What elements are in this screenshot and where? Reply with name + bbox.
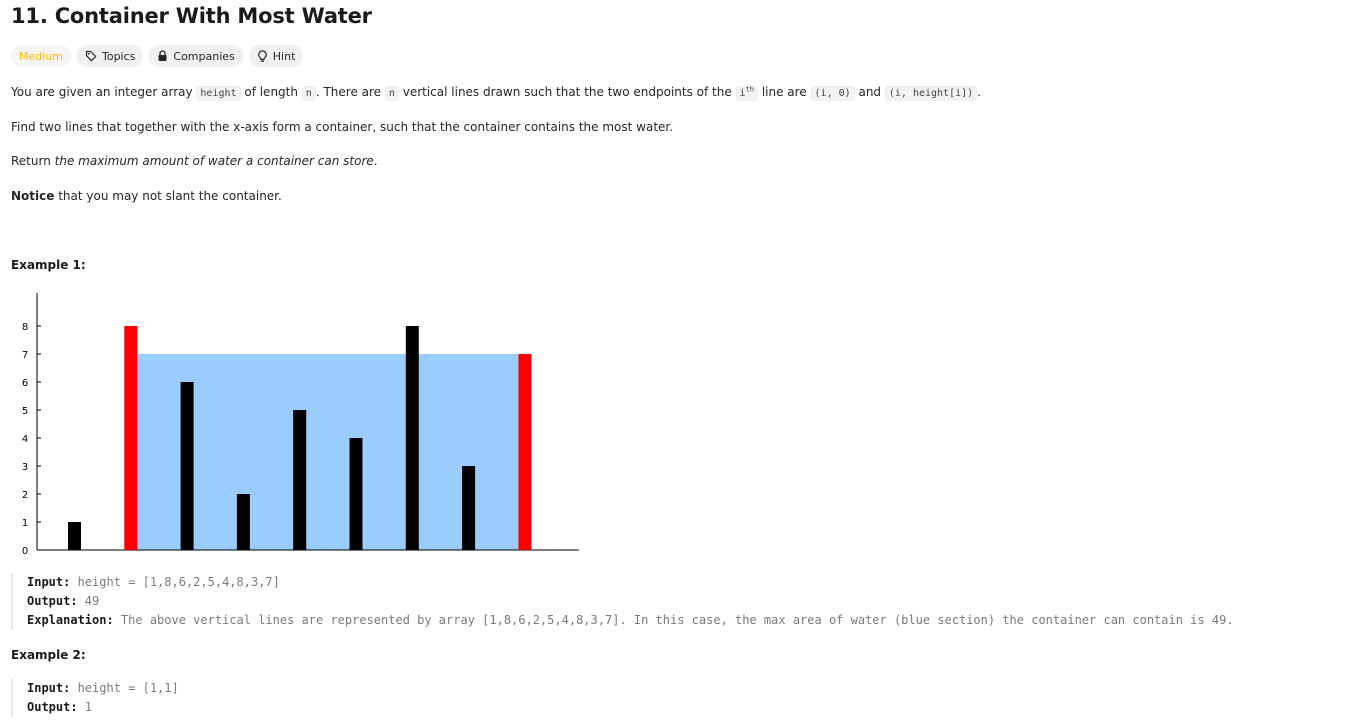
height-bar: [181, 382, 194, 550]
description-paragraph-3: Return the maximum amount of water a con…: [11, 154, 378, 168]
height-bar: [462, 466, 475, 550]
height-bar: [350, 438, 363, 550]
y-tick-label: 4: [22, 434, 28, 445]
difficulty-badge: Medium: [11, 45, 71, 67]
superscript: th: [746, 86, 754, 94]
hint-button[interactable]: Hint: [249, 45, 304, 67]
lock-icon: [157, 50, 168, 62]
description-paragraph-4: Notice that you may not slant the contai…: [11, 189, 282, 203]
hint-label: Hint: [273, 50, 296, 63]
input-value: height = [1,8,6,2,5,4,8,3,7]: [70, 575, 280, 589]
height-bar: [68, 522, 81, 550]
topics-label: Topics: [102, 50, 135, 63]
emphasis: the maximum amount of water a container …: [55, 154, 374, 168]
water-area: [137, 354, 518, 550]
text: You are given an integer array: [11, 85, 196, 99]
highlight-bar: [518, 354, 531, 550]
y-tick-label: 8: [22, 322, 28, 333]
height-bar: [293, 410, 306, 550]
example-1-block: Input: height = [1,8,6,2,5,4,8,3,7] Outp…: [11, 573, 1234, 630]
inline-code: ith: [736, 86, 758, 101]
output-label: Output:: [27, 594, 78, 608]
lightbulb-icon: [257, 50, 268, 63]
inline-code: (i, 0): [811, 86, 855, 101]
text: . There are: [316, 85, 385, 99]
tag-icon: [85, 50, 97, 62]
text: .: [374, 154, 378, 168]
output-value: 49: [78, 594, 100, 608]
output-label: Output:: [27, 700, 78, 714]
description-paragraph-2: Find two lines that together with the x-…: [11, 120, 673, 134]
text: vertical lines drawn such that the two e…: [399, 85, 736, 99]
explanation-label: Explanation:: [27, 613, 114, 627]
topics-button[interactable]: Topics: [77, 45, 143, 67]
y-tick-label: 0: [22, 546, 28, 557]
y-tick-label: 5: [22, 406, 28, 417]
y-tick-label: 2: [22, 490, 28, 501]
example-2-heading: Example 2:: [11, 648, 86, 662]
text: Return: [11, 154, 55, 168]
container-chart: 0 1 2 3 4 5 6 7 8: [11, 288, 581, 560]
inline-code: (i, height[i]): [885, 86, 977, 101]
description-paragraph-1: You are given an integer array height of…: [11, 85, 981, 99]
y-tick-label: 1: [22, 518, 28, 529]
problem-tags: Medium Topics Companies Hint: [11, 45, 303, 67]
y-tick-label: 7: [22, 350, 28, 361]
problem-title: 11. Container With Most Water: [11, 4, 372, 28]
input-label: Input:: [27, 681, 70, 695]
example-1-heading: Example 1:: [11, 258, 86, 272]
text: .: [977, 85, 981, 99]
output-value: 1: [78, 700, 92, 714]
inline-code: n: [302, 86, 316, 101]
text: of length: [241, 85, 302, 99]
companies-button[interactable]: Companies: [149, 45, 242, 67]
text: and: [855, 85, 885, 99]
inline-code: height: [196, 86, 240, 101]
explanation-value: The above vertical lines are represented…: [114, 613, 1234, 627]
y-tick-label: 6: [22, 378, 28, 389]
highlight-bar: [124, 326, 137, 550]
text: that you may not slant the container.: [54, 189, 281, 203]
height-bar: [406, 326, 419, 550]
input-label: Input:: [27, 575, 70, 589]
height-bar: [237, 494, 250, 550]
y-tick-label: 3: [22, 462, 28, 473]
companies-label: Companies: [173, 50, 234, 63]
text: line are: [758, 85, 811, 99]
example-2-block: Input: height = [1,1] Output: 1: [11, 679, 179, 717]
notice-label: Notice: [11, 189, 54, 203]
inline-code: n: [385, 86, 399, 101]
input-value: height = [1,1]: [70, 681, 178, 695]
